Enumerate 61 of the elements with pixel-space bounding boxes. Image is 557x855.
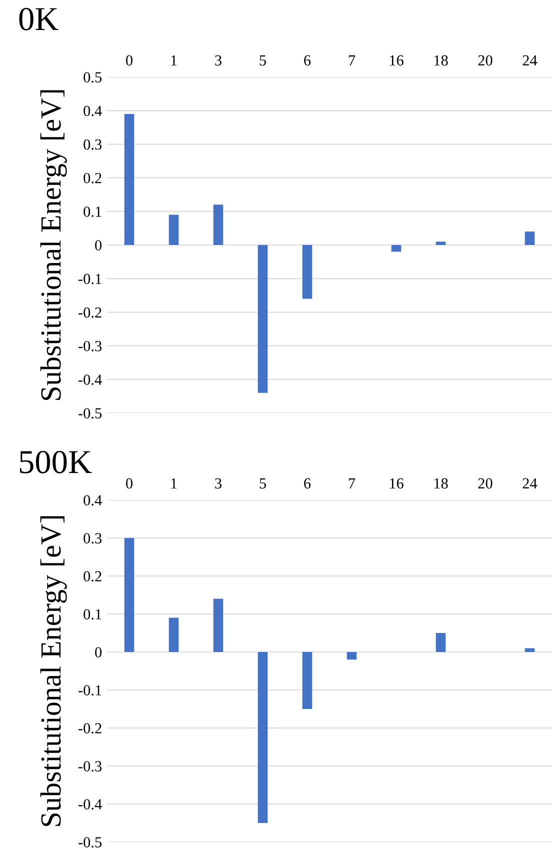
bar — [213, 598, 224, 652]
x-tick-label: 16 — [390, 478, 404, 489]
y-tick-label: 0 — [95, 240, 102, 250]
bar — [524, 648, 535, 652]
bar — [436, 633, 446, 652]
y-tick-label: 0.3 — [84, 533, 102, 544]
x-tick-label: 5 — [260, 478, 266, 489]
x-tick-label: 3 — [215, 478, 222, 489]
y-tick-label: -0.5 — [78, 837, 102, 848]
x-tick-label: 6 — [304, 55, 311, 66]
x-tick-label: 7 — [348, 55, 356, 66]
x-tick-label: 24 — [522, 55, 538, 66]
bar — [258, 245, 268, 393]
y-tick-label: 0.1 — [84, 609, 102, 620]
bar — [391, 245, 402, 252]
bar — [168, 214, 179, 245]
y-tick-label: -0.1 — [78, 685, 102, 696]
x-tick-label: 24 — [522, 478, 538, 488]
y-tick-label: -0.2 — [78, 307, 102, 318]
y-tick-label: 0.4 — [84, 106, 102, 116]
x-tick-label: 20 — [478, 55, 492, 66]
y-tick-label: 0.4 — [84, 495, 102, 506]
chart-title: 500K — [20, 450, 92, 474]
x-tick-label: 7 — [348, 478, 356, 488]
y-axis-title: Substitutional Energy [eV] — [40, 90, 67, 400]
y-tick-label: -0.4 — [78, 374, 102, 385]
x-tick-label: 16 — [390, 55, 404, 66]
y-tick-label: -0.3 — [78, 761, 102, 772]
y-tick-label: 0.3 — [84, 139, 102, 150]
x-tick-label: 1 — [171, 55, 177, 66]
y-tick-label: -0.3 — [78, 340, 102, 352]
x-tick-label: 1 — [171, 478, 177, 488]
y-axis-title: Substitutional Energy [eV] — [40, 516, 67, 826]
bar — [168, 618, 179, 652]
y-tick-label: -0.2 — [78, 723, 102, 734]
bar — [124, 114, 134, 245]
bar — [524, 232, 535, 245]
bar — [346, 652, 357, 660]
bar — [258, 652, 268, 823]
bar — [124, 538, 134, 652]
bar — [302, 245, 312, 299]
y-tick-label: 0.2 — [84, 172, 102, 184]
x-tick-label: 3 — [215, 55, 222, 66]
y-tick-label: 0.1 — [84, 206, 102, 217]
y-tick-label: -0.1 — [78, 274, 102, 284]
x-tick-label: 20 — [478, 478, 492, 489]
x-tick-label: 0 — [126, 55, 132, 66]
y-tick-label: 0.5 — [84, 72, 102, 83]
bar — [302, 652, 312, 709]
x-tick-label: 5 — [260, 55, 266, 66]
bar — [213, 204, 224, 245]
chart-title: 0K — [19, 8, 58, 30]
y-tick-label: 0 — [95, 647, 102, 658]
x-tick-label: 18 — [434, 478, 448, 489]
y-tick-label: -0.5 — [78, 408, 102, 419]
x-tick-label: 6 — [304, 478, 311, 489]
y-tick-label: -0.4 — [78, 799, 102, 810]
y-tick-label: 0.2 — [84, 571, 102, 582]
bar — [436, 242, 446, 245]
x-tick-label: 0 — [126, 478, 132, 489]
x-tick-label: 18 — [434, 55, 448, 66]
